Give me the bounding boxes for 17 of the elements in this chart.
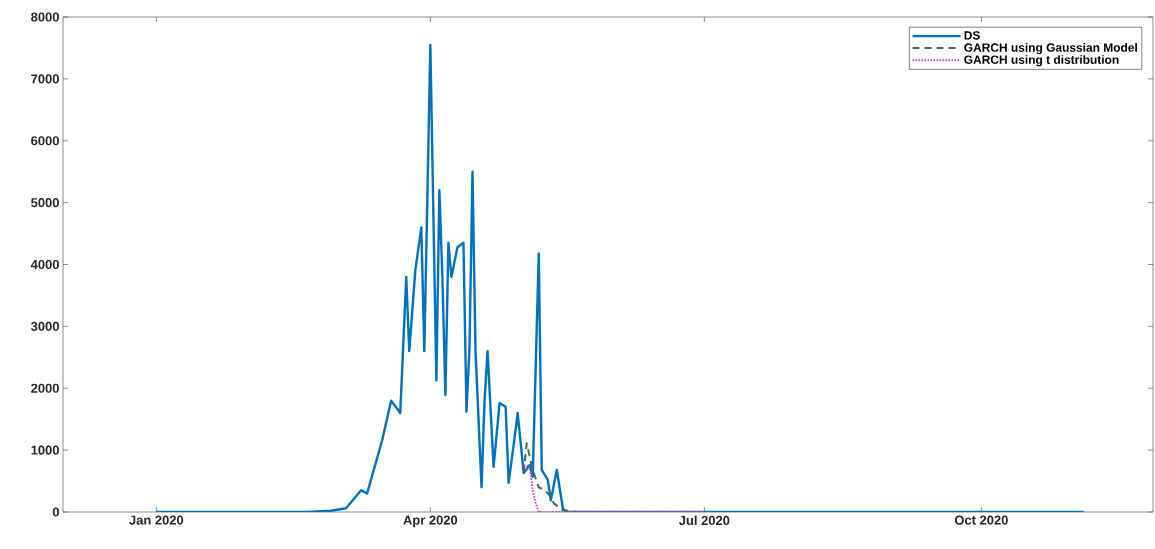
y-tick-label: 6000 <box>31 136 59 146</box>
legend-label: GARCH using t distribution <box>964 55 1119 67</box>
y-tick-label: 0 <box>52 507 59 517</box>
x-tick-label: Apr 2020 <box>403 515 458 528</box>
y-tick-label: 1000 <box>31 445 59 455</box>
y-tick-label: 8000 <box>31 12 59 22</box>
legend-label: DS <box>964 31 980 40</box>
x-tick-label: Jan 2020 <box>129 515 184 525</box>
y-tick-label: 2000 <box>31 383 59 393</box>
x-tick-label: Jul 2020 <box>679 515 730 526</box>
y-tick-label: 7000 <box>31 74 59 84</box>
y-tick-label: 5000 <box>31 198 59 208</box>
legend-label: GARCH using Gaussian Model <box>964 43 1137 55</box>
x-tick-label: Oct 2020 <box>954 515 1008 525</box>
line-series <box>522 463 706 512</box>
y-tick-label: 3000 <box>30 321 59 331</box>
y-tick-label: 4000 <box>30 259 59 270</box>
